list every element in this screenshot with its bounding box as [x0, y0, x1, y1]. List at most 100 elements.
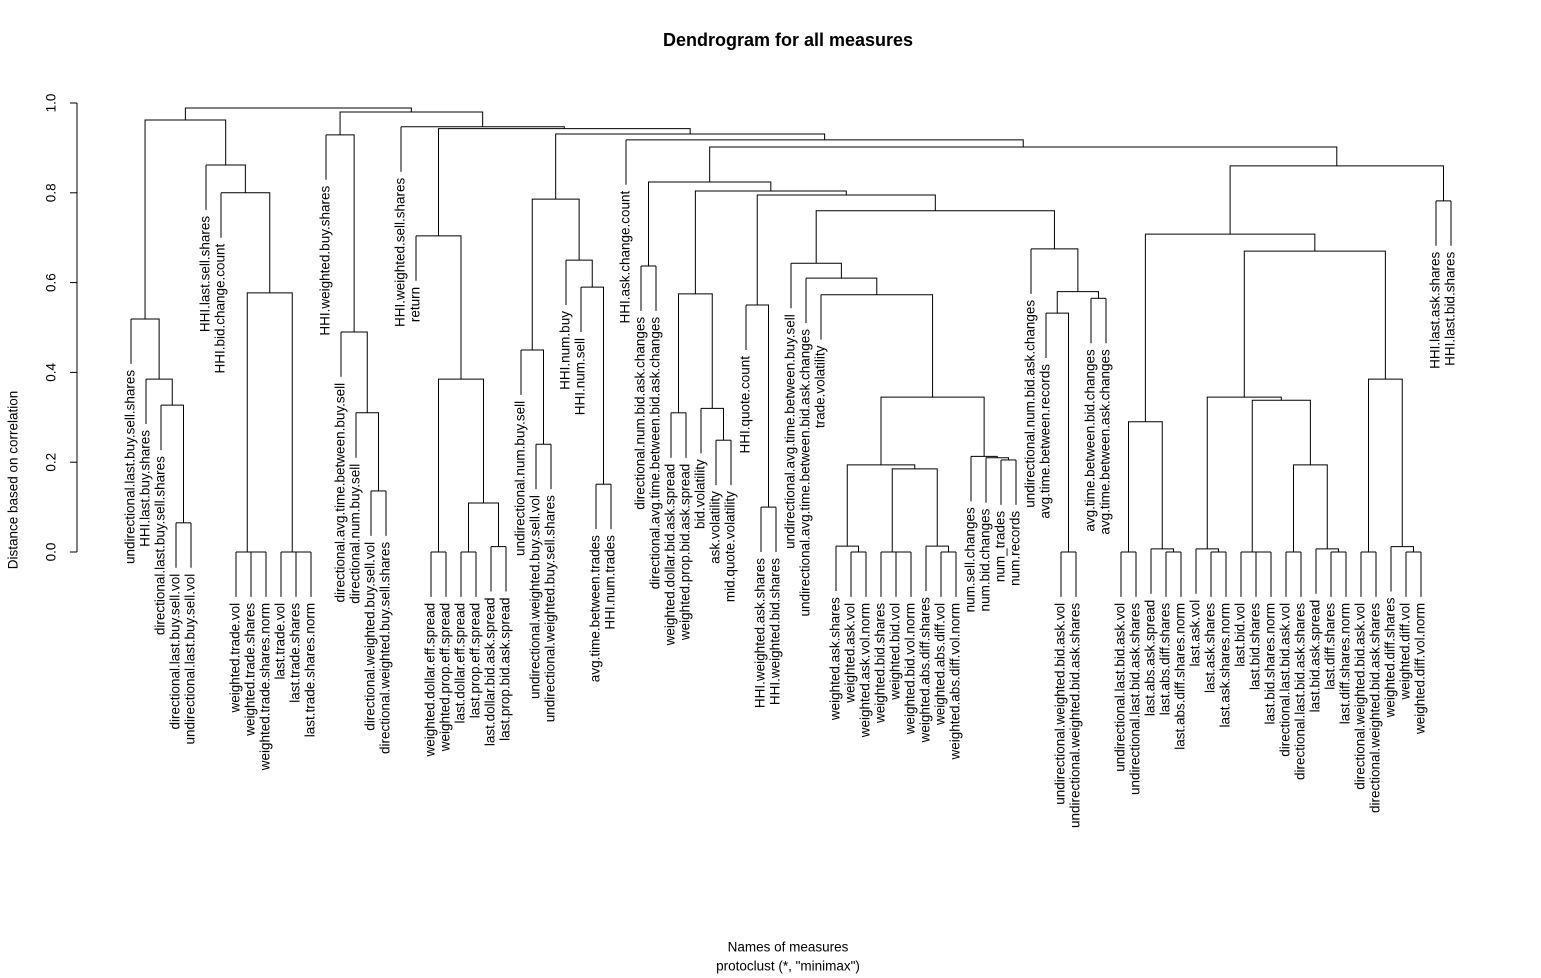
merge: [1056, 291, 1099, 314]
leaf-label: weighted.trade.shares.norm: [258, 603, 273, 771]
merge: [815, 210, 1055, 264]
leaf-label: directional.avg.time.between.buy.sell: [333, 383, 348, 603]
leaf-label: weighted.trade.shares: [243, 603, 258, 737]
merge: [206, 164, 246, 193]
leaf-label: HHI.last.ask.shares: [1428, 252, 1443, 369]
leaf-label: ask.volatility: [708, 491, 723, 564]
merge: [1293, 464, 1328, 552]
merge: [846, 464, 916, 547]
leaf-label: HHI.num.buy: [558, 311, 573, 390]
merge: [566, 259, 593, 288]
merge: [678, 293, 713, 413]
leaf-label: HHI.weighted.buy.shares: [318, 186, 333, 336]
leaf-label: last.ask.shares: [1203, 603, 1218, 693]
leaf-label: trade.volatility: [813, 345, 828, 428]
leaf-label: undirectional.num.buy.sell: [513, 401, 528, 556]
leaf-label: num_trades: [993, 511, 1008, 583]
leaf-label: directional.avg.time.between.bid.ask.cha…: [648, 317, 663, 590]
merge: [401, 126, 565, 129]
merge: [880, 396, 985, 465]
leaf-label: last.dollar.bid.ask.spread: [483, 598, 498, 747]
merge: [709, 146, 1338, 183]
leaf-label: undirectional.last.bid.ask.shares: [1128, 603, 1143, 795]
leaf-label: last.prop.bid.ask.spread: [498, 598, 513, 741]
merge: [339, 111, 484, 135]
leaf-label: num.sell.changes: [963, 507, 978, 612]
leaf-label: weighted.bid.vol: [888, 603, 903, 701]
leaf-label: weighted.ask.shares: [828, 597, 843, 721]
y-axis-label: Distance based on correlation: [6, 391, 21, 570]
merge: [326, 134, 355, 332]
leaf-label: directional.last.bid.ask.vol: [1278, 603, 1293, 757]
y-tick-label: 0.0: [44, 543, 59, 562]
merge: [341, 331, 368, 413]
leaf-label: undirectional.num.bid.ask.changes: [1023, 300, 1038, 508]
leaf-label: HHI.num.trades: [603, 535, 618, 630]
merge: [416, 235, 462, 380]
leaf-label: weighted.dollar.bid.ask.spread: [663, 464, 678, 647]
merge: [626, 139, 1024, 148]
merge: [468, 502, 499, 552]
leaf-label: weighted.dollar.eff.spread: [423, 603, 438, 758]
leaf-label: undirectional.weighted.buy.sell.vol: [528, 495, 543, 699]
y-tick-label: 1.0: [44, 94, 59, 113]
leaf-label: last.diff.shares: [1323, 603, 1338, 690]
merge: [438, 378, 484, 552]
leaf-label: weighted.bid.shares: [873, 603, 888, 724]
merge: [791, 262, 842, 279]
leaf-label: weighted.prop.eff.spread: [438, 603, 453, 752]
leaf-label: HHI.last.bid.shares: [1443, 252, 1458, 366]
merge: [1128, 421, 1163, 552]
leaf-label: last.dollar.eff.spread: [453, 603, 468, 724]
merge: [971, 455, 998, 458]
leaf-label: avg.time.between.records: [1038, 364, 1053, 519]
leaf-label: undirectional.weighted.bid.ask.vol: [1053, 603, 1068, 805]
merge: [1206, 396, 1282, 549]
merge: [701, 407, 724, 441]
leaf-label: return: [408, 287, 423, 322]
leaf-label: avg.time.between.trades: [588, 535, 603, 682]
leaf-label: last.bid.shares.norm: [1263, 603, 1278, 725]
merge: [1151, 548, 1174, 552]
leaf-label: last.bid.ask.spread: [1308, 600, 1323, 713]
merge: [184, 107, 412, 121]
merge: [246, 292, 293, 552]
merge: [746, 304, 769, 508]
leaf-label: HHI.last.buy.shares: [138, 430, 153, 547]
merge: [555, 133, 826, 200]
leaf-label: HHI.bid.change.count: [213, 243, 228, 373]
x-axis-label: Names of measures: [728, 940, 849, 955]
leaf-label: directional.weighted.buy.sell.vol: [363, 542, 378, 731]
merge: [806, 277, 878, 295]
leaf-label: last.trade.shares.norm: [303, 603, 318, 737]
leaf-label: HHI.weighted.bid.shares: [768, 558, 783, 705]
chart-title: Dendrogram for all measures: [663, 30, 913, 50]
merge: [1316, 548, 1339, 552]
y-tick-label: 0.4: [44, 363, 59, 382]
leaf-label: weighted.ask.vol: [843, 603, 858, 704]
leaf-label: directional.weighted.buy.sell.shares: [378, 542, 393, 754]
y-tick-label: 0.2: [44, 453, 59, 472]
leaf-label: directional.num.bid.ask.changes: [633, 317, 648, 510]
leaf-label: HHI.quote.count: [738, 356, 753, 454]
merge: [1368, 378, 1403, 552]
leaf-label: weighted.diff.vol.norm: [1413, 603, 1428, 735]
leaf-label: undirectional.last.bid.ask.vol: [1113, 603, 1128, 772]
leaf-label: last.trade.vol: [273, 603, 288, 680]
subtitle: protoclust (*, "minimax"): [716, 959, 860, 974]
leaf-label: last.abs.ask.spread: [1143, 600, 1158, 716]
merge: [221, 192, 271, 293]
leaf-label: last.ask.shares.norm: [1218, 603, 1233, 728]
leaf-label: bid.volatility: [693, 459, 708, 529]
leaf-label: avg.time.between.ask.changes: [1098, 349, 1113, 535]
leaf-label: directional.last.buy.sell.vol: [168, 574, 183, 730]
leaf-label: HHI.ask.change.count: [618, 190, 633, 323]
merge: [161, 404, 184, 523]
merge: [836, 545, 859, 552]
leaf-label: weighted.trade.vol: [228, 603, 243, 714]
merge: [1229, 165, 1444, 235]
merge: [131, 318, 160, 380]
leaf-label: undirectional.last.buy.sell.vol: [183, 574, 198, 745]
merge: [891, 468, 938, 552]
merge: [756, 194, 936, 306]
